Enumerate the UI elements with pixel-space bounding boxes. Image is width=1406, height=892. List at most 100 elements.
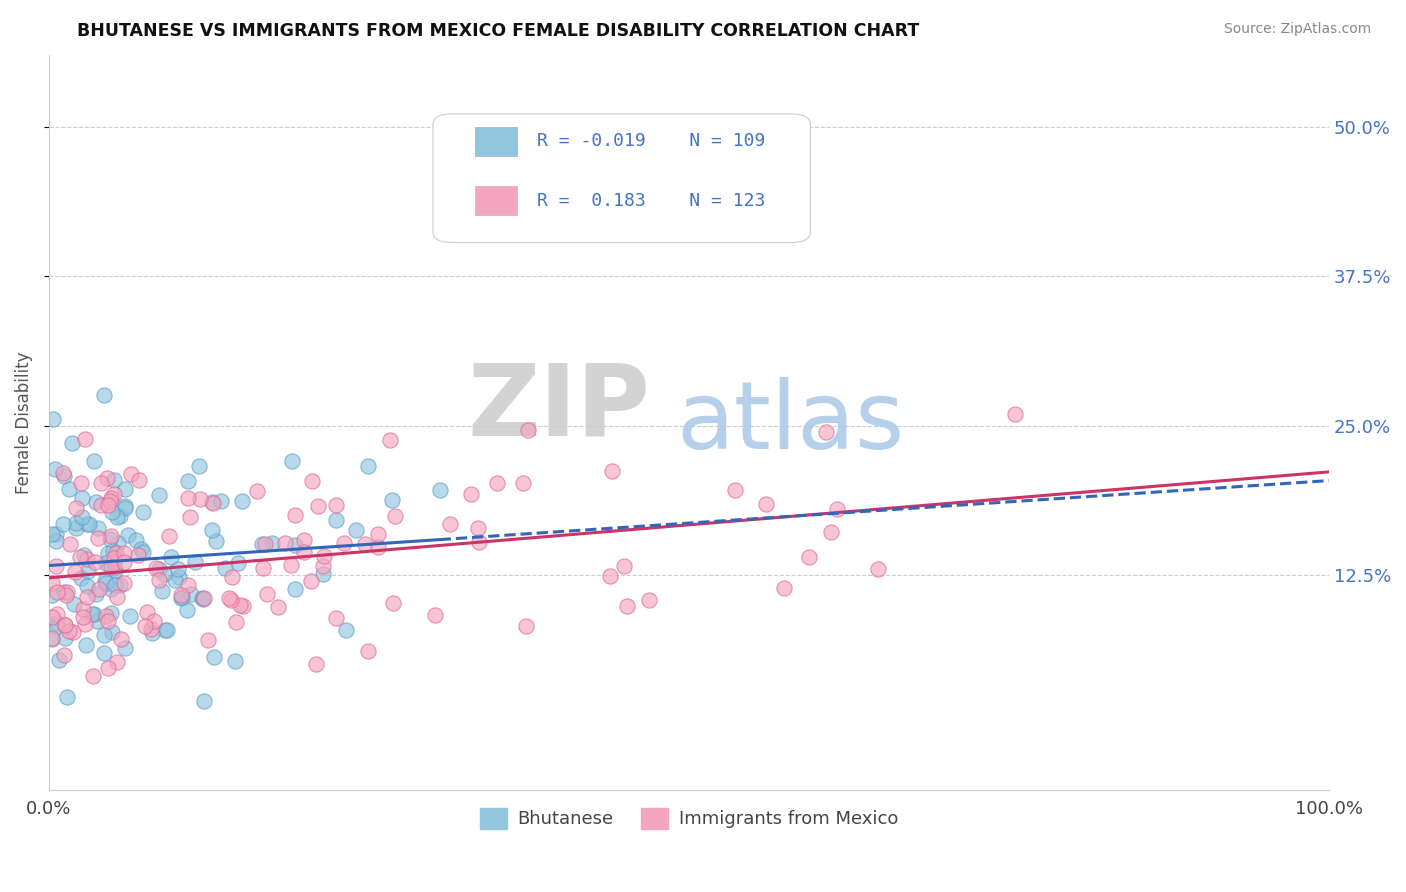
Point	[87, 582, 110, 596]
Point	[312, 558, 335, 573]
Point	[98, 494, 121, 508]
Text: BHUTANESE VS IMMIGRANTS FROM MEXICO FEMALE DISABILITY CORRELATION CHART: BHUTANESE VS IMMIGRANTS FROM MEXICO FEMA…	[77, 22, 920, 40]
Point	[87, 531, 110, 545]
Point	[815, 425, 838, 439]
Point	[820, 524, 842, 539]
Point	[797, 550, 820, 565]
Point	[600, 464, 623, 478]
Point	[132, 545, 155, 559]
Point	[232, 599, 254, 613]
Point	[114, 640, 136, 655]
Point	[53, 585, 76, 599]
Point	[41, 632, 63, 646]
Point	[1004, 407, 1026, 421]
Point	[467, 521, 489, 535]
Point	[83, 454, 105, 468]
Point	[97, 546, 120, 560]
Point	[262, 535, 284, 549]
Point	[76, 564, 98, 578]
Point	[120, 467, 142, 481]
Point	[613, 558, 636, 573]
Point	[197, 632, 219, 647]
Point	[219, 593, 242, 607]
Point	[267, 600, 290, 615]
Point	[439, 516, 461, 531]
Point	[53, 648, 76, 663]
Point	[72, 601, 94, 615]
FancyBboxPatch shape	[475, 127, 517, 156]
Point	[86, 587, 108, 601]
Point	[486, 475, 509, 490]
Point	[100, 491, 122, 505]
Point	[125, 533, 148, 547]
Text: ZIP: ZIP	[468, 359, 651, 457]
Text: R =  0.183    N = 123: R = 0.183 N = 123	[537, 192, 765, 210]
Point	[354, 537, 377, 551]
Point	[41, 632, 63, 646]
Text: R = -0.019    N = 109: R = -0.019 N = 109	[537, 132, 765, 150]
Point	[108, 508, 131, 523]
Point	[42, 412, 65, 426]
Point	[70, 571, 93, 585]
Point	[148, 573, 170, 587]
Point	[367, 526, 389, 541]
Point	[48, 653, 70, 667]
Point	[283, 538, 305, 552]
Point	[58, 483, 80, 497]
Point	[55, 588, 77, 602]
Point	[218, 591, 240, 606]
Point	[190, 591, 212, 605]
Point	[252, 561, 274, 575]
Point	[423, 608, 446, 623]
Point	[45, 620, 67, 634]
Point	[114, 501, 136, 516]
Point	[114, 482, 136, 496]
Point	[62, 597, 84, 611]
Point	[344, 523, 367, 537]
FancyBboxPatch shape	[475, 186, 517, 215]
Point	[169, 591, 191, 605]
Point	[280, 558, 302, 573]
Legend: Bhutanese, Immigrants from Mexico: Bhutanese, Immigrants from Mexico	[472, 801, 905, 836]
Point	[866, 562, 889, 576]
Point	[45, 533, 67, 548]
Point	[69, 475, 91, 490]
Point	[94, 574, 117, 588]
Point	[325, 611, 347, 625]
Point	[825, 502, 848, 516]
Point	[75, 638, 97, 652]
Point	[93, 646, 115, 660]
Point	[82, 669, 104, 683]
Point	[108, 578, 131, 592]
Point	[468, 534, 491, 549]
Point	[176, 603, 198, 617]
Point	[41, 610, 63, 624]
Point	[53, 618, 76, 632]
Y-axis label: Female Disability: Female Disability	[15, 351, 32, 494]
Point	[103, 473, 125, 487]
Point	[83, 607, 105, 622]
Point	[134, 619, 156, 633]
Point	[104, 578, 127, 592]
Point	[69, 549, 91, 564]
Point	[512, 475, 534, 490]
Point	[70, 509, 93, 524]
Point	[107, 536, 129, 550]
Point	[301, 475, 323, 489]
Point	[204, 534, 226, 549]
Point	[90, 475, 112, 490]
Point	[381, 493, 404, 508]
Point	[80, 607, 103, 621]
Point	[167, 561, 190, 575]
Point	[193, 694, 215, 708]
Point	[252, 537, 274, 551]
Point	[357, 644, 380, 658]
Point	[62, 436, 84, 450]
Point	[101, 625, 124, 640]
Point	[112, 546, 135, 560]
Point	[114, 555, 136, 569]
Point	[202, 650, 225, 665]
Point	[187, 459, 209, 474]
Point	[384, 508, 406, 523]
Point	[616, 599, 638, 614]
